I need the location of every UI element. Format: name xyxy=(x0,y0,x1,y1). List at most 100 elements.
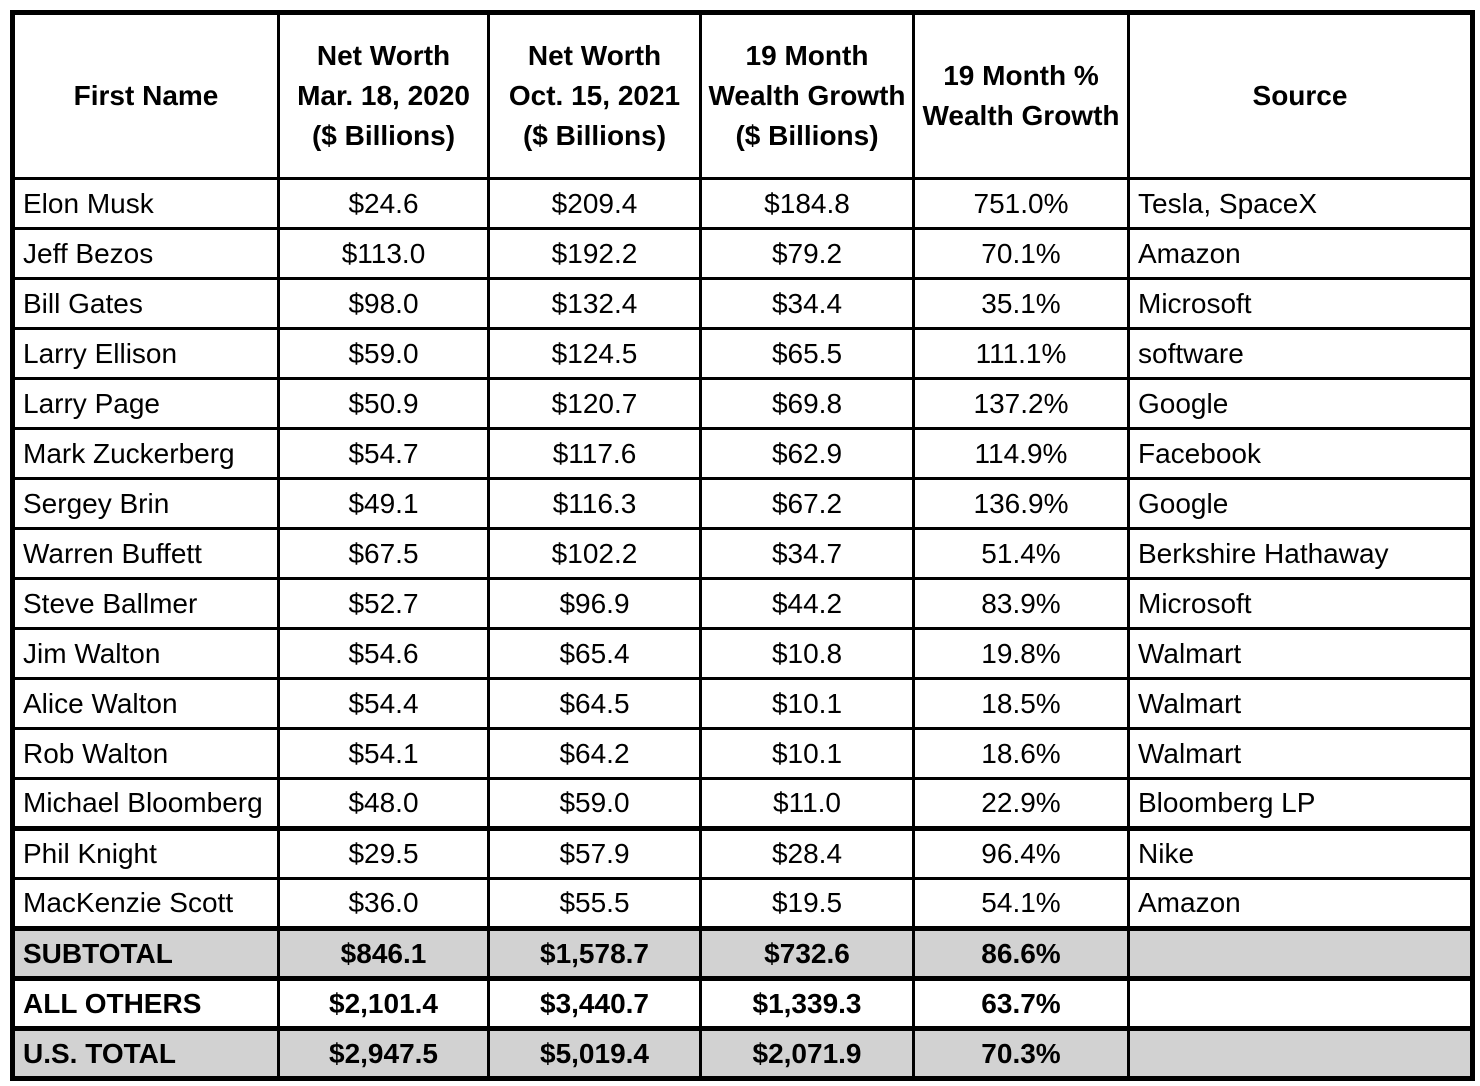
cell-pct-wealth-growth: 86.6% xyxy=(912,926,1130,980)
table-row: SUBTOTAL $846.1 $1,578.7 $732.6 86.6% xyxy=(11,926,1474,980)
cell-pct-wealth-growth: 114.9% xyxy=(912,427,1130,480)
cell-source: Microsoft xyxy=(1127,277,1474,330)
cell-net-worth-2020: $54.4 xyxy=(277,677,490,730)
cell-net-worth-2020: $36.0 xyxy=(277,877,490,930)
table-row: Elon Musk $24.6 $209.4 $184.8 751.0% Tes… xyxy=(11,177,1474,230)
cell-source: Google xyxy=(1127,477,1474,530)
cell-wealth-growth: $2,071.9 xyxy=(699,1026,915,1080)
cell-source: Bloomberg LP xyxy=(1127,777,1474,831)
table-header-row: First Name Net Worth Mar. 18, 2020 ($ Bi… xyxy=(11,11,1474,180)
header-wealth-growth: 19 Month Wealth Growth ($ Billions) xyxy=(699,11,915,180)
cell-pct-wealth-growth: 111.1% xyxy=(912,327,1130,380)
cell-wealth-growth: $10.1 xyxy=(699,727,915,780)
cell-net-worth-2020: $50.9 xyxy=(277,377,490,430)
cell-net-worth-2020: $29.5 xyxy=(277,827,490,880)
cell-net-worth-2020: $113.0 xyxy=(277,227,490,280)
cell-first-name: Larry Page xyxy=(11,377,280,430)
cell-net-worth-2021: $59.0 xyxy=(487,777,702,831)
cell-wealth-growth: $10.8 xyxy=(699,627,915,680)
cell-net-worth-2020: $2,101.4 xyxy=(277,976,490,1030)
cell-source: Tesla, SpaceX xyxy=(1127,177,1474,230)
cell-pct-wealth-growth: 96.4% xyxy=(912,827,1130,880)
cell-net-worth-2020: $67.5 xyxy=(277,527,490,580)
cell-pct-wealth-growth: 70.1% xyxy=(912,227,1130,280)
cell-first-name: Larry Ellison xyxy=(11,327,280,380)
table-row: Jim Walton $54.6 $65.4 $10.8 19.8% Walma… xyxy=(11,627,1474,680)
cell-net-worth-2020: $54.1 xyxy=(277,727,490,780)
cell-net-worth-2021: $65.4 xyxy=(487,627,702,680)
cell-net-worth-2021: $64.2 xyxy=(487,727,702,780)
cell-source xyxy=(1127,926,1474,980)
cell-source: Walmart xyxy=(1127,677,1474,730)
cell-net-worth-2021: $117.6 xyxy=(487,427,702,480)
table-row: Sergey Brin $49.1 $116.3 $67.2 136.9% Go… xyxy=(11,477,1474,530)
cell-first-name: SUBTOTAL xyxy=(11,926,280,980)
cell-wealth-growth: $732.6 xyxy=(699,926,915,980)
cell-wealth-growth: $34.4 xyxy=(699,277,915,330)
cell-source: Facebook xyxy=(1127,427,1474,480)
cell-net-worth-2021: $3,440.7 xyxy=(487,976,702,1030)
cell-net-worth-2021: $116.3 xyxy=(487,477,702,530)
cell-net-worth-2020: $48.0 xyxy=(277,777,490,831)
cell-net-worth-2021: $57.9 xyxy=(487,827,702,880)
cell-net-worth-2020: $24.6 xyxy=(277,177,490,230)
cell-source: software xyxy=(1127,327,1474,380)
cell-net-worth-2020: $49.1 xyxy=(277,477,490,530)
cell-pct-wealth-growth: 137.2% xyxy=(912,377,1130,430)
table-row: U.S. TOTAL $2,947.5 $5,019.4 $2,071.9 70… xyxy=(11,1026,1474,1080)
cell-wealth-growth: $34.7 xyxy=(699,527,915,580)
cell-wealth-growth: $1,339.3 xyxy=(699,976,915,1030)
cell-first-name: Elon Musk xyxy=(11,177,280,230)
header-first-name: First Name xyxy=(11,11,280,180)
cell-pct-wealth-growth: 18.5% xyxy=(912,677,1130,730)
cell-first-name: U.S. TOTAL xyxy=(11,1026,280,1080)
table-row: ALL OTHERS $2,101.4 $3,440.7 $1,339.3 63… xyxy=(11,976,1474,1030)
cell-net-worth-2021: $96.9 xyxy=(487,577,702,630)
header-source: Source xyxy=(1127,11,1474,180)
cell-source: Google xyxy=(1127,377,1474,430)
cell-net-worth-2020: $52.7 xyxy=(277,577,490,630)
cell-wealth-growth: $10.1 xyxy=(699,677,915,730)
cell-wealth-growth: $65.5 xyxy=(699,327,915,380)
cell-first-name: MacKenzie Scott xyxy=(11,877,280,930)
table-row: Jeff Bezos $113.0 $192.2 $79.2 70.1% Ama… xyxy=(11,227,1474,280)
header-pct-wealth-growth: 19 Month % Wealth Growth xyxy=(912,11,1130,180)
cell-net-worth-2021: $120.7 xyxy=(487,377,702,430)
table-row: Steve Ballmer $52.7 $96.9 $44.2 83.9% Mi… xyxy=(11,577,1474,630)
cell-source: Walmart xyxy=(1127,627,1474,680)
cell-pct-wealth-growth: 83.9% xyxy=(912,577,1130,630)
cell-first-name: Alice Walton xyxy=(11,677,280,730)
wealth-table: First Name Net Worth Mar. 18, 2020 ($ Bi… xyxy=(10,10,1475,1081)
cell-pct-wealth-growth: 35.1% xyxy=(912,277,1130,330)
cell-pct-wealth-growth: 751.0% xyxy=(912,177,1130,230)
cell-source xyxy=(1127,1026,1474,1080)
cell-first-name: Rob Walton xyxy=(11,727,280,780)
cell-wealth-growth: $69.8 xyxy=(699,377,915,430)
cell-net-worth-2020: $54.7 xyxy=(277,427,490,480)
cell-first-name: Steve Ballmer xyxy=(11,577,280,630)
header-net-worth-2021: Net Worth Oct. 15, 2021 ($ Billions) xyxy=(487,11,702,180)
cell-source: Amazon xyxy=(1127,227,1474,280)
cell-source: Berkshire Hathaway xyxy=(1127,527,1474,580)
table-row: Bill Gates $98.0 $132.4 $34.4 35.1% Micr… xyxy=(11,277,1474,330)
cell-net-worth-2021: $192.2 xyxy=(487,227,702,280)
cell-net-worth-2021: $124.5 xyxy=(487,327,702,380)
cell-first-name: Jim Walton xyxy=(11,627,280,680)
cell-source xyxy=(1127,976,1474,1030)
header-net-worth-2020: Net Worth Mar. 18, 2020 ($ Billions) xyxy=(277,11,490,180)
table-row: Phil Knight $29.5 $57.9 $28.4 96.4% Nike xyxy=(11,827,1474,880)
cell-source: Amazon xyxy=(1127,877,1474,930)
cell-first-name: Warren Buffett xyxy=(11,527,280,580)
cell-wealth-growth: $184.8 xyxy=(699,177,915,230)
table-row: Alice Walton $54.4 $64.5 $10.1 18.5% Wal… xyxy=(11,677,1474,730)
table-body: Elon Musk $24.6 $209.4 $184.8 751.0% Tes… xyxy=(11,177,1474,1080)
cell-pct-wealth-growth: 22.9% xyxy=(912,777,1130,831)
cell-net-worth-2021: $209.4 xyxy=(487,177,702,230)
cell-net-worth-2020: $98.0 xyxy=(277,277,490,330)
cell-first-name: ALL OTHERS xyxy=(11,976,280,1030)
cell-source: Microsoft xyxy=(1127,577,1474,630)
cell-first-name: Mark Zuckerberg xyxy=(11,427,280,480)
table-row: Larry Ellison $59.0 $124.5 $65.5 111.1% … xyxy=(11,327,1474,380)
cell-net-worth-2020: $846.1 xyxy=(277,926,490,980)
